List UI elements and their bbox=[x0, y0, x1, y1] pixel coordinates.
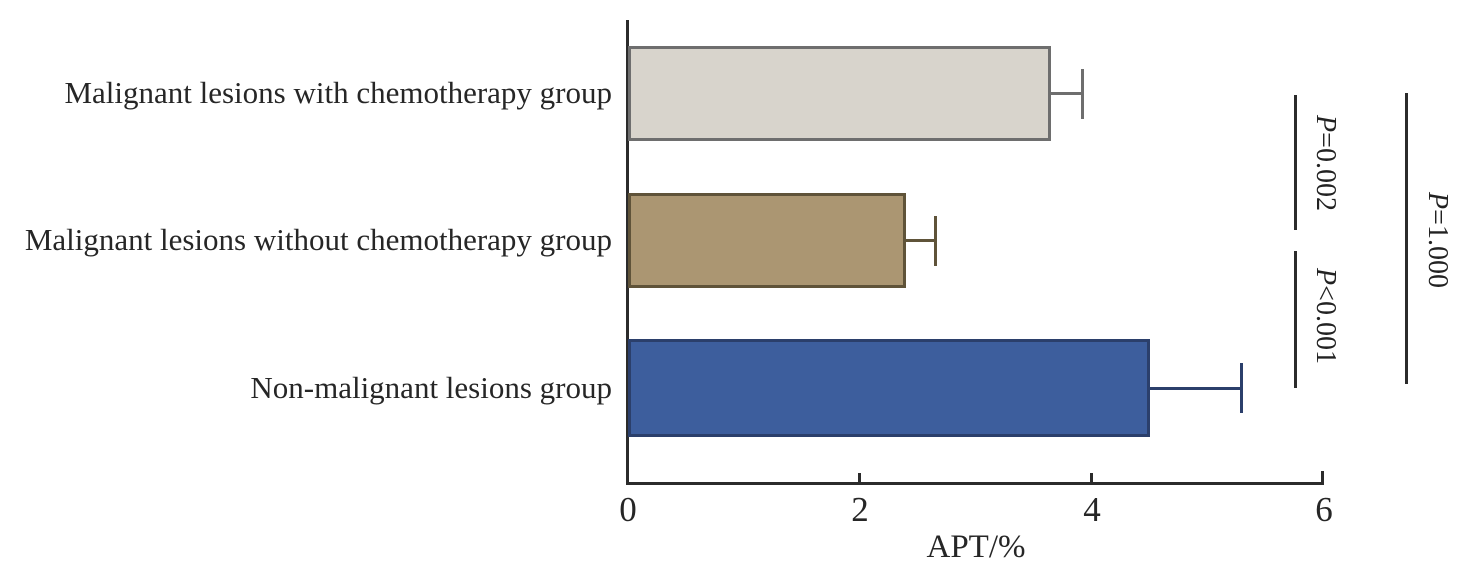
x-axis-title: APT/% bbox=[926, 529, 1026, 565]
sig-label-p-1000: P=1.000 bbox=[1419, 155, 1455, 325]
bar-malignant-without-chemo bbox=[628, 193, 906, 288]
category-label-malignant-without-chemo: Malignant lesions without chemotherapy g… bbox=[24, 222, 612, 257]
error-whisker-non-malignant bbox=[1150, 387, 1243, 390]
x-tick-6 bbox=[1321, 471, 1324, 482]
category-label-non-malignant: Non-malignant lesions group bbox=[250, 370, 612, 405]
error-whisker-malignant-without-chemo bbox=[906, 239, 936, 242]
category-label-malignant-with-chemo: Malignant lesions with chemotherapy grou… bbox=[64, 75, 612, 110]
sig-line-p-1000 bbox=[1405, 93, 1408, 384]
x-tick-label-2: 2 bbox=[851, 490, 869, 529]
sig-line-p-0002 bbox=[1294, 95, 1297, 230]
x-tick-2 bbox=[858, 473, 861, 482]
p-symbol: P bbox=[1422, 192, 1453, 210]
error-cap-non-malignant bbox=[1240, 363, 1243, 413]
x-tick-4 bbox=[1090, 473, 1093, 482]
p-value: <0.001 bbox=[1310, 285, 1341, 364]
sig-line-p-0001 bbox=[1294, 251, 1297, 388]
p-symbol: P bbox=[1310, 268, 1341, 286]
sig-label-p-0001: P<0.001 bbox=[1307, 231, 1343, 401]
x-tick-label-0: 0 bbox=[619, 490, 637, 529]
y-axis-line bbox=[626, 20, 629, 485]
x-axis-line bbox=[626, 482, 1324, 485]
error-cap-malignant-with-chemo bbox=[1081, 69, 1084, 119]
error-cap-malignant-without-chemo bbox=[934, 216, 937, 266]
x-tick-label-6: 6 bbox=[1315, 490, 1333, 529]
bar-malignant-with-chemo bbox=[628, 46, 1051, 141]
p-symbol: P bbox=[1310, 115, 1341, 133]
bar-non-malignant bbox=[628, 339, 1150, 437]
sig-label-p-0002: P=0.002 bbox=[1307, 78, 1343, 248]
error-whisker-malignant-with-chemo bbox=[1051, 92, 1083, 95]
x-tick-label-4: 4 bbox=[1083, 490, 1101, 529]
p-value: =0.002 bbox=[1310, 132, 1341, 211]
p-value: =1.000 bbox=[1422, 209, 1453, 288]
